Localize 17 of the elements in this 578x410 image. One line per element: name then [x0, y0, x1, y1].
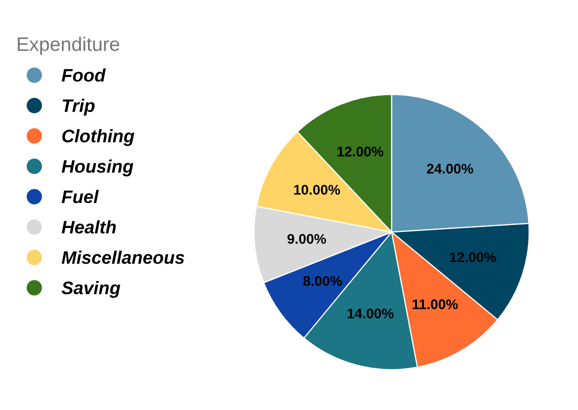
legend-label: Trip	[62, 98, 95, 116]
legend-label: Food	[62, 68, 106, 82]
legend-label: Health	[62, 220, 116, 234]
data-label: 10.00%	[294, 184, 340, 195]
legend-title: Expenditure	[18, 36, 120, 55]
data-label: 8.00%	[303, 276, 342, 286]
legend-label: Fuel	[62, 190, 99, 204]
legend-label: Miscellaneous	[62, 250, 184, 264]
data-label: 12.00%	[338, 146, 384, 156]
legend-label: Clothing	[62, 129, 134, 146]
data-label: 9.00%	[287, 234, 326, 244]
legend-label: Housing	[62, 160, 134, 176]
data-label: 24.00%	[426, 164, 474, 174]
data-label: 11.00%	[412, 299, 458, 310]
legend-label: Saving	[62, 281, 120, 298]
data-label: 12.00%	[450, 252, 496, 262]
data-label: 14.00%	[348, 308, 394, 318]
